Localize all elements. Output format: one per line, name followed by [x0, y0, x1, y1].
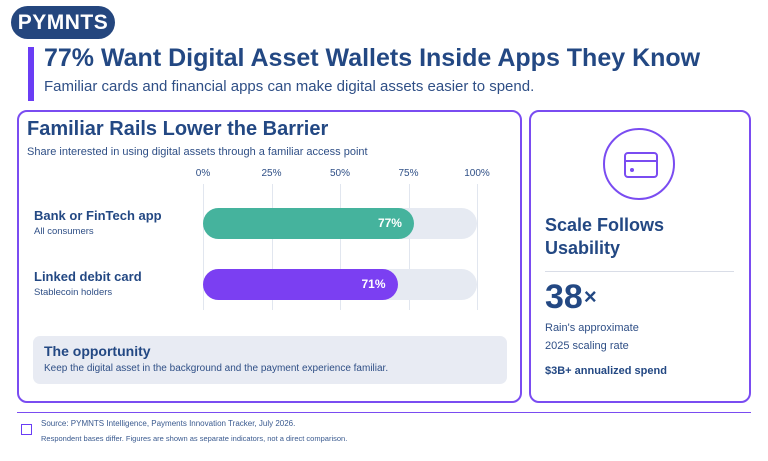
card-icon [624, 152, 658, 178]
x-tick-label: 25% [261, 168, 282, 179]
chart-subtitle: Share interested in using digital assets… [27, 146, 368, 158]
x-tick-label: 0% [195, 168, 211, 179]
metric-caption-line-2: 2025 scaling rate [545, 340, 629, 352]
footer-source: Source: PYMNTS Intelligence, Payments In… [41, 419, 296, 428]
scaling-metric: 38× [545, 278, 597, 317]
bar-category-label: Linked debit card [34, 269, 142, 284]
x-tick-label: 50% [329, 168, 351, 179]
x-gridline [408, 184, 410, 310]
scaling-metric-value: 38 [545, 278, 583, 316]
card-icon-badge [603, 128, 675, 200]
side-heading: Scale Follows Usability [545, 215, 665, 258]
bar-value-label: 71% [361, 277, 386, 291]
bar [203, 269, 398, 300]
bar-value-label: 77% [377, 216, 402, 230]
side-divider [545, 271, 734, 272]
callout-text: Keep the digital asset in the background… [44, 363, 389, 374]
scaling-metric-unit: × [583, 284, 597, 309]
x-tick-label: 100% [464, 168, 490, 179]
footer-divider [17, 412, 751, 413]
page-title: 77% Want Digital Asset Wallets Inside Ap… [44, 44, 701, 72]
bar-category-subtitle: Stablecoin holders [34, 287, 113, 298]
footer-marker-icon [21, 424, 32, 435]
x-gridline [477, 184, 478, 310]
footer-note: Respondent bases differ. Figures are sho… [41, 434, 348, 443]
opportunity-callout [33, 336, 507, 384]
page-subtitle: Familiar cards and financial apps can ma… [44, 78, 535, 95]
x-gridline [203, 184, 204, 310]
x-tick-label: 75% [398, 168, 419, 179]
annualized-spend: $3B+ annualized spend [545, 365, 667, 377]
metric-caption-line-1: Rain's approximate [545, 322, 639, 334]
brand-logo: PYMNTS [11, 6, 115, 39]
bar-category-subtitle: All consumers [34, 226, 94, 237]
callout-title: The opportunity [44, 343, 151, 359]
headline-accent-bar [28, 47, 34, 101]
x-gridline [271, 184, 273, 310]
bar-category-label: Bank or FinTech app [34, 208, 162, 223]
x-gridline [340, 184, 341, 310]
bar [203, 208, 414, 239]
chart-title: Familiar Rails Lower the Barrier [27, 118, 329, 140]
